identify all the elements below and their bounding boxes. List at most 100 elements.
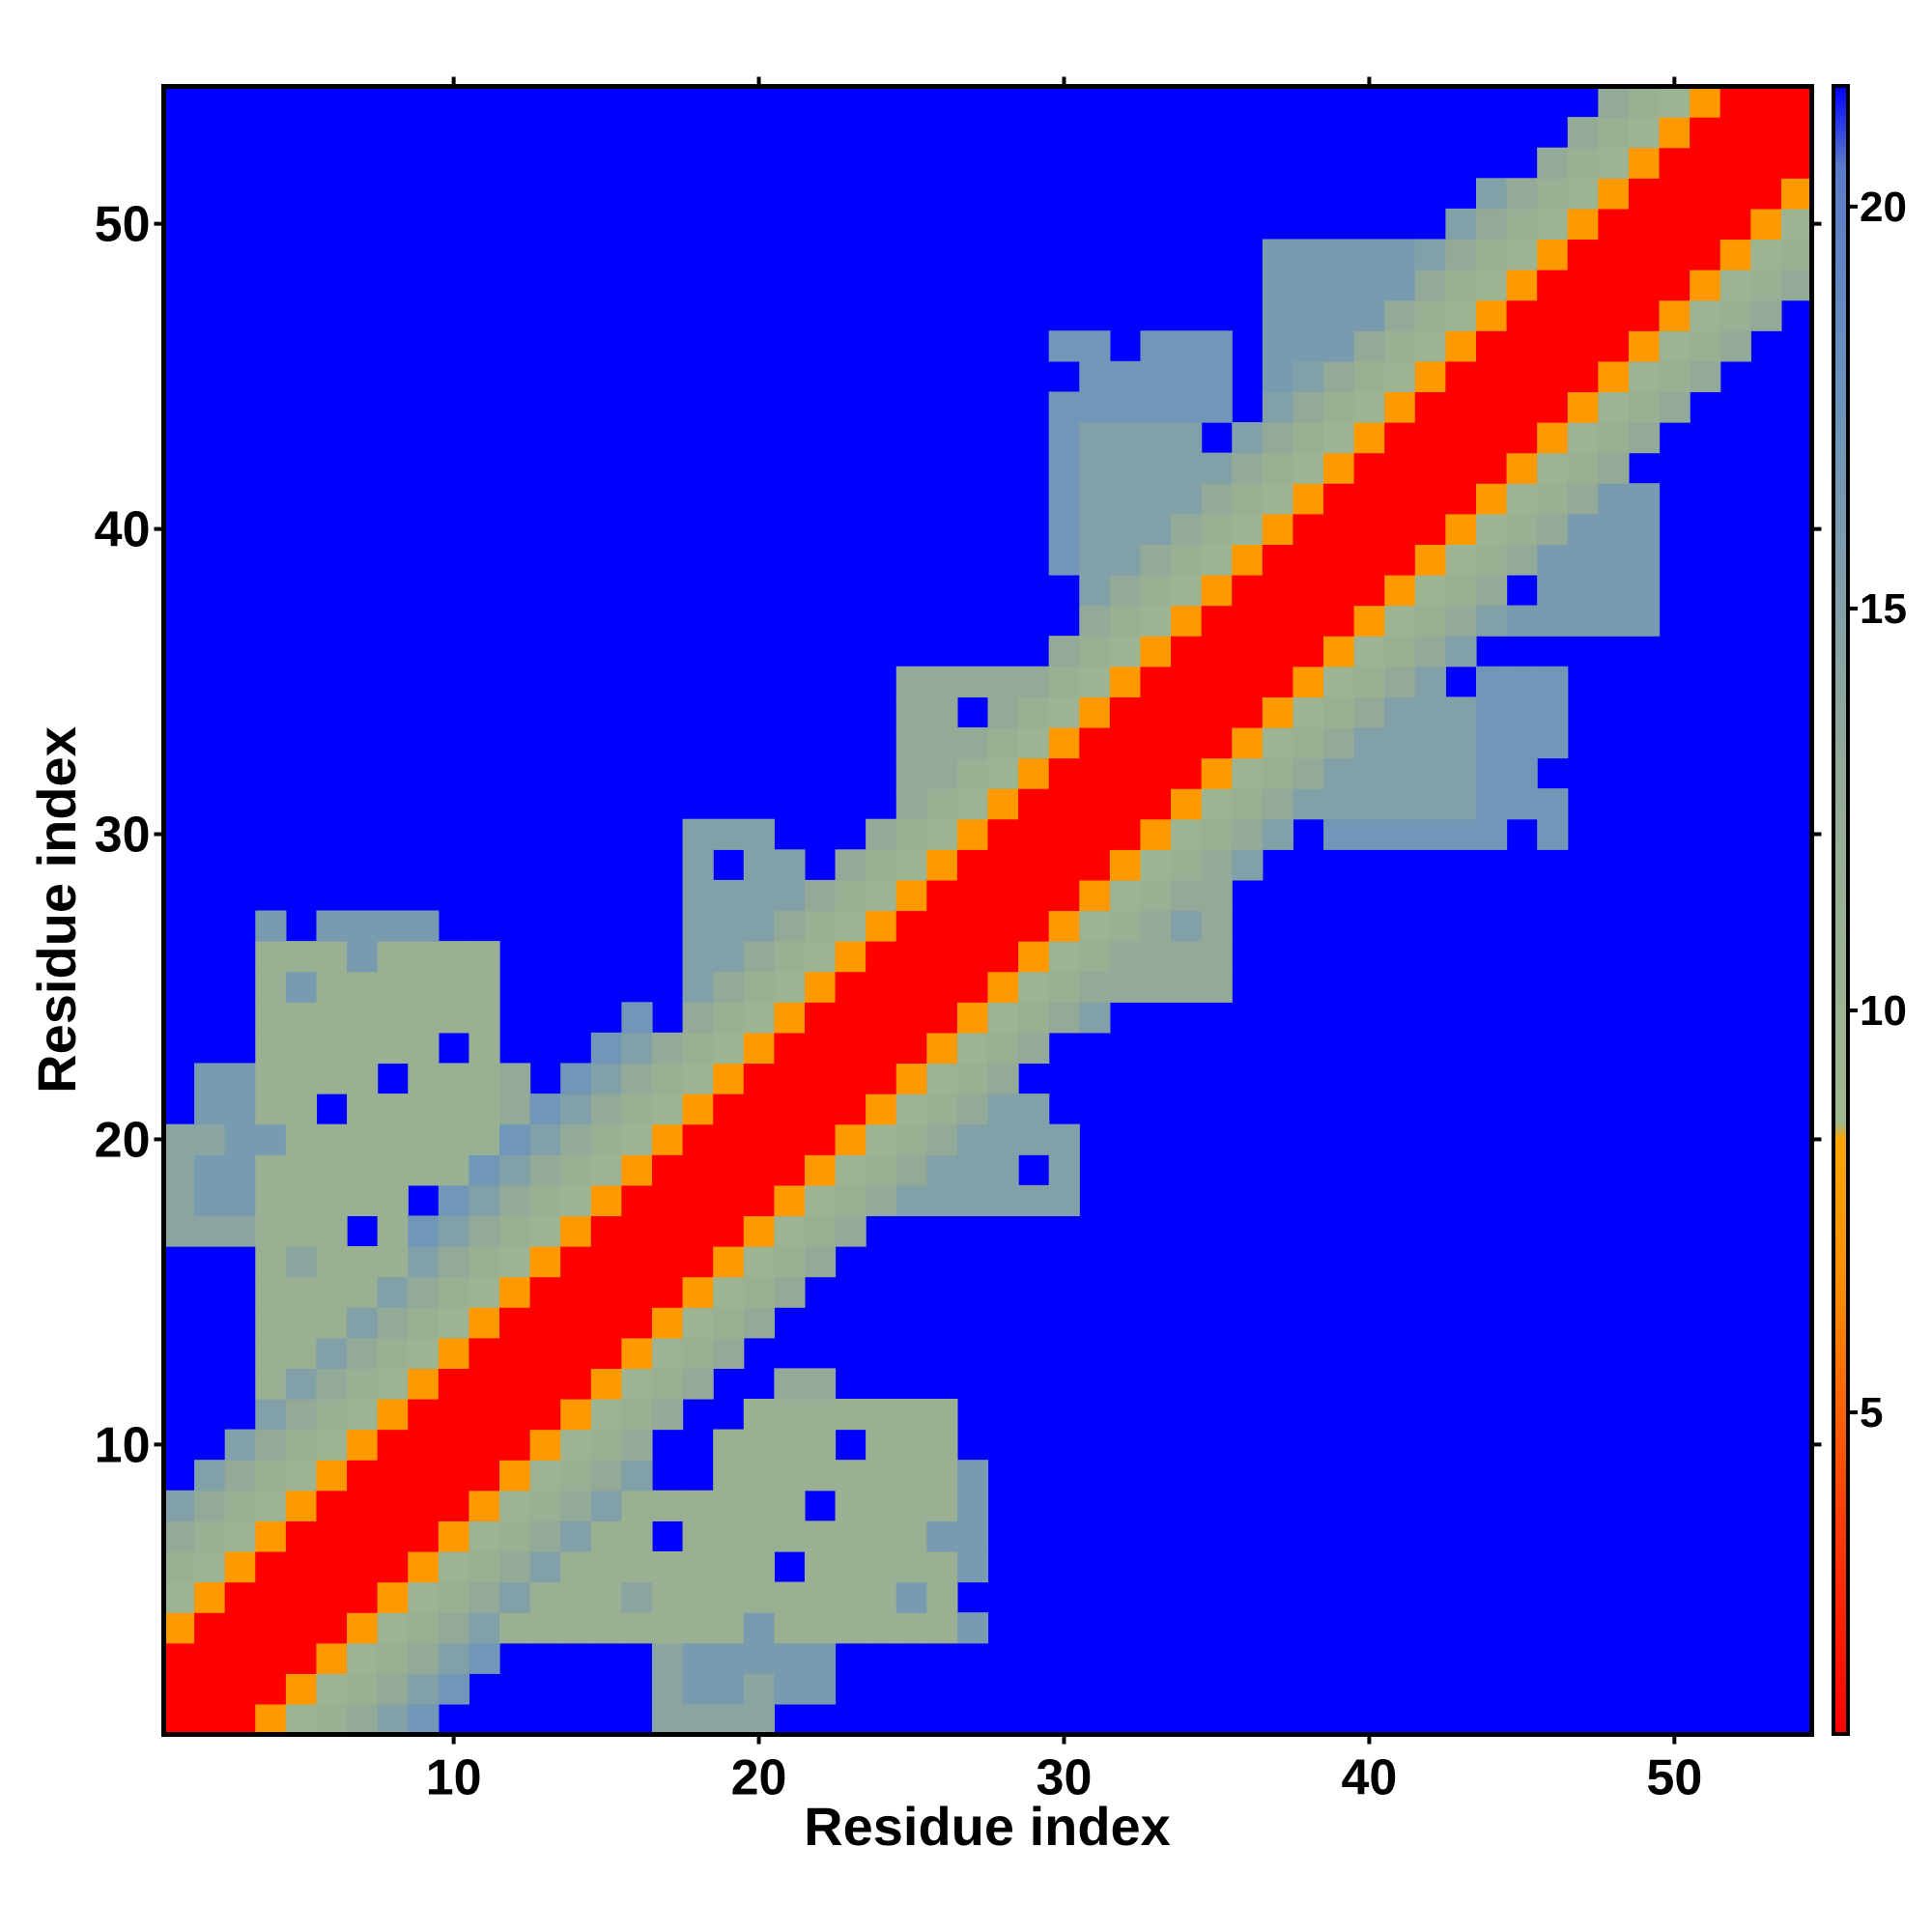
heatmap-cell (621, 1612, 653, 1644)
heatmap-cell (408, 1123, 440, 1155)
heatmap-cell (347, 1398, 379, 1431)
heatmap-cell (926, 666, 958, 697)
heatmap-cell (1109, 360, 1142, 393)
heatmap-cell (835, 1002, 867, 1034)
heatmap-cell (926, 1612, 958, 1644)
heatmap-cell (1262, 666, 1294, 697)
heatmap-cell (713, 941, 745, 973)
heatmap-cell (1109, 391, 1142, 423)
heatmap-cell (804, 1094, 837, 1125)
heatmap-cell (774, 1642, 806, 1674)
heatmap-cell (377, 971, 409, 1003)
heatmap-cell (651, 1276, 684, 1308)
heatmap-cell (438, 1581, 470, 1613)
heatmap-cell (1659, 360, 1690, 393)
heatmap-cell (1323, 360, 1355, 393)
heatmap-cell (895, 757, 927, 789)
heatmap-cell (194, 1581, 226, 1613)
heatmap-cell (316, 1032, 348, 1065)
heatmap-cell (1719, 86, 1751, 118)
heatmap-cell (1384, 513, 1416, 545)
heatmap-cell (1048, 483, 1080, 515)
heatmap-cell (255, 1184, 287, 1217)
heatmap-cell (285, 1368, 318, 1400)
heatmap-cell (866, 849, 897, 881)
heatmap-cell (163, 1642, 195, 1674)
heatmap-cell (713, 1123, 745, 1155)
heatmap-cell (926, 1032, 958, 1065)
heatmap-cell (224, 1123, 256, 1155)
heatmap-cell (835, 1215, 867, 1247)
heatmap-cell (866, 879, 897, 912)
heatmap-cell (377, 1276, 409, 1308)
heatmap-cell (1171, 483, 1203, 515)
heatmap-cell (774, 941, 806, 973)
heatmap-cell (926, 726, 958, 759)
heatmap-cell (621, 1032, 653, 1065)
heatmap-cell (1506, 208, 1538, 241)
heatmap-cell (1598, 208, 1630, 241)
heatmap-cell (1598, 605, 1630, 637)
heatmap-cell (1475, 452, 1508, 484)
heatmap-cell (1262, 299, 1294, 331)
heatmap-cell (408, 1307, 440, 1339)
heatmap-cell (469, 1184, 500, 1217)
heatmap-cell (1201, 757, 1233, 789)
heatmap-cell (926, 941, 958, 973)
heatmap-cell (866, 1123, 897, 1155)
heatmap-cell (956, 1184, 989, 1217)
heatmap-cell (1048, 330, 1080, 362)
heatmap-cell (438, 1002, 470, 1034)
heatmap-cell (804, 1032, 837, 1065)
heatmap-cell (1262, 605, 1294, 637)
heatmap-cell (682, 818, 714, 850)
heatmap-cell (1079, 483, 1111, 515)
heatmap-cell (987, 726, 1019, 759)
heatmap-cell (1323, 299, 1355, 331)
heatmap-cell (1109, 788, 1142, 820)
heatmap-cell (1140, 910, 1172, 942)
heatmap-cell (926, 788, 958, 820)
heatmap-cell (682, 1184, 714, 1217)
heatmap-cell (1262, 360, 1294, 393)
heatmap-cell (621, 1215, 653, 1247)
heatmap-cell (866, 818, 897, 850)
heatmap-cell (285, 1520, 318, 1552)
heatmap-cell (1232, 849, 1264, 881)
heatmap-cell (1109, 726, 1142, 759)
heatmap-cell (1140, 636, 1172, 668)
heatmap-cell (1079, 788, 1111, 820)
heatmap-cell (621, 1123, 653, 1155)
heatmap-cell (743, 849, 775, 881)
heatmap-cell (560, 1154, 592, 1186)
heatmap-cell (1780, 208, 1813, 241)
heatmap-cell (377, 1184, 409, 1217)
heatmap-cell (621, 1154, 653, 1186)
heatmap-cell (621, 1460, 653, 1492)
heatmap-cell (590, 1429, 622, 1461)
heatmap-cell (1537, 422, 1569, 454)
heatmap-cell (316, 1307, 348, 1339)
heatmap-cell (895, 941, 927, 973)
heatmap-cell (774, 1612, 806, 1644)
heatmap-cell (1353, 239, 1385, 270)
heatmap-cell (835, 1520, 867, 1552)
heatmap-cell (895, 1154, 927, 1186)
heatmap-cell (1323, 239, 1355, 270)
heatmap-cell (926, 910, 958, 942)
heatmap-cell (987, 1002, 1019, 1034)
heatmap-cell (408, 1642, 440, 1674)
heatmap-cell (408, 1002, 440, 1034)
heatmap-cell (1659, 239, 1690, 270)
heatmap-cell (1140, 696, 1172, 728)
heatmap-cell (713, 1612, 745, 1644)
heatmap-cell (1445, 208, 1477, 241)
heatmap-cell (1659, 270, 1690, 301)
heatmap-cell (895, 1612, 927, 1644)
heatmap-cell (1414, 818, 1446, 850)
heatmap-cell (347, 1123, 379, 1155)
heatmap-cell (1171, 330, 1203, 362)
heatmap-cell (1384, 666, 1416, 697)
heatmap-cell (895, 1490, 927, 1521)
heatmap-cell (835, 941, 867, 973)
